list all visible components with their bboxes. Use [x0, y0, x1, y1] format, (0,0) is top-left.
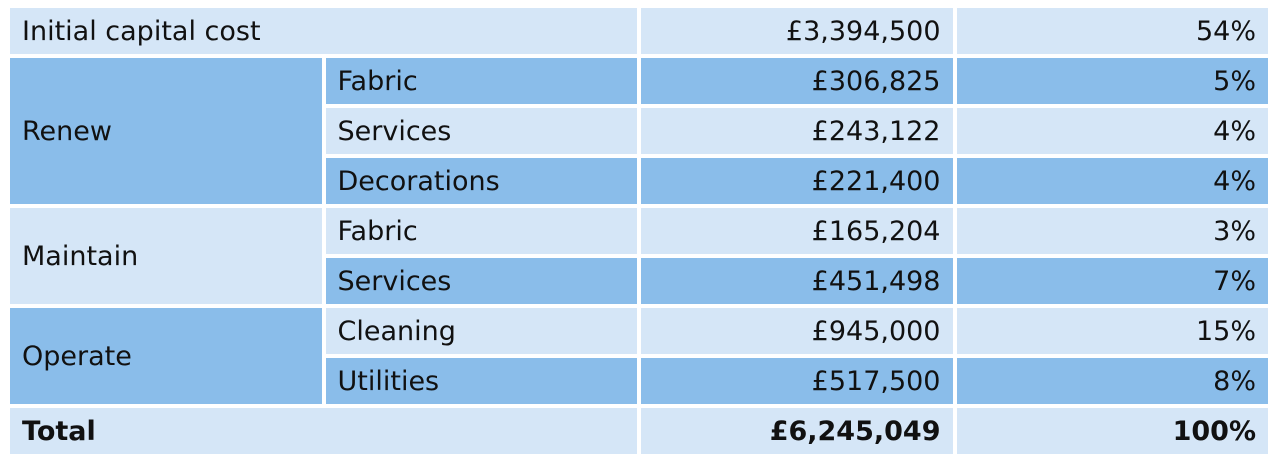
- cost: £306,825: [641, 58, 953, 104]
- item-row: Services £451,498 7%: [10, 258, 1268, 304]
- cost-table: Initial capital cost £3,394,500 54% Renew Fa…: [6, 4, 1272, 458]
- share: 3%: [956, 208, 1268, 254]
- share: 100%: [956, 408, 1268, 454]
- share: 7%: [956, 258, 1268, 304]
- capital-row: Initial capital cost £3,394,500 54%: [10, 8, 1268, 54]
- item-row: Services £243,122 4%: [10, 108, 1268, 154]
- share: 8%: [956, 358, 1268, 404]
- group-label: Renew: [10, 58, 322, 204]
- item-row: Decorations £221,400 4%: [10, 158, 1268, 204]
- item-row: Renew Fabric £306,825 5%: [10, 58, 1268, 204]
- group-label: Operate: [10, 308, 322, 404]
- cost: £243,122: [641, 108, 953, 154]
- share: 4%: [956, 158, 1268, 204]
- item-label: Decorations: [325, 158, 637, 204]
- item-label: Services: [325, 108, 637, 154]
- item-label: Cleaning: [325, 308, 637, 354]
- cost: £517,500: [641, 358, 953, 404]
- item-row: Utilities £517,500 8%: [10, 358, 1268, 404]
- cost: £3,394,500: [641, 8, 953, 54]
- share: 15%: [956, 308, 1268, 354]
- share: 54%: [956, 8, 1268, 54]
- table-body: Initial capital cost £3,394,500 54% Renew Fa…: [10, 8, 1268, 454]
- item-label: Services: [325, 258, 637, 304]
- share: 4%: [956, 108, 1268, 154]
- item-row: Maintain Fabric £165,204 3%: [10, 208, 1268, 304]
- cost: £451,498: [641, 258, 953, 304]
- cost: £221,400: [641, 158, 953, 204]
- cost: £165,204: [641, 208, 953, 254]
- row-label: Initial capital cost: [10, 8, 637, 54]
- item-label: Fabric: [325, 58, 637, 104]
- cost: £945,000: [641, 308, 953, 354]
- share: 5%: [956, 58, 1268, 104]
- item-row: Operate Cleaning £945,000 15%: [10, 308, 1268, 404]
- total-row: Total £6,245,049 100%: [10, 408, 1268, 454]
- item-label: Fabric: [325, 208, 637, 254]
- item-label: Utilities: [325, 358, 637, 404]
- row-label: Total: [10, 408, 637, 454]
- group-label: Maintain: [10, 208, 322, 304]
- cost: £6,245,049: [641, 408, 953, 454]
